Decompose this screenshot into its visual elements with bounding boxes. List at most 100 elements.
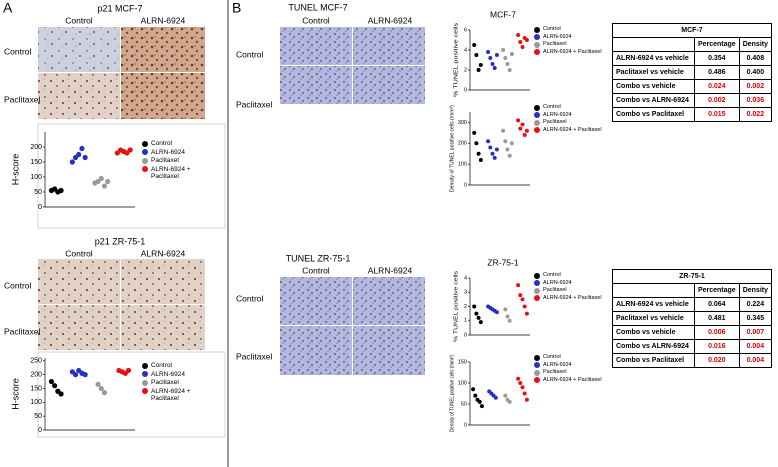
data-point bbox=[505, 147, 510, 152]
y-axis-label: H-score bbox=[10, 378, 20, 410]
y-tick-label: 0 bbox=[464, 422, 467, 428]
legend-label: Paclitaxel bbox=[543, 119, 567, 125]
y-tick-label: 4 bbox=[464, 47, 467, 53]
data-point bbox=[101, 183, 108, 189]
legend-label: ALRN-6924 + Paclitaxel bbox=[543, 294, 602, 301]
p-value: 0.224 bbox=[738, 297, 773, 312]
p-value: 0.007 bbox=[738, 325, 773, 340]
data-point bbox=[474, 53, 479, 57]
legend-item: ALRN-6924 + Paclitaxel bbox=[534, 294, 610, 301]
data-point bbox=[98, 385, 104, 392]
data-point bbox=[478, 157, 483, 162]
legend: Control ALRN-6924 Paclitaxel ALRN-6924 + Pa… bbox=[534, 104, 610, 134]
legend-item: Control bbox=[142, 362, 218, 370]
legend-swatch bbox=[534, 354, 540, 361]
section-title: p21 MCF-7 bbox=[97, 3, 142, 13]
table-title-row: MCF-7 bbox=[612, 23, 772, 38]
p-value: 0.400 bbox=[738, 65, 773, 80]
micrograph bbox=[353, 326, 425, 375]
legend-item: Paclitaxel bbox=[534, 287, 610, 294]
legend-label: ALRN-6924 + Paclitaxel bbox=[543, 376, 602, 383]
p-value: 0.004 bbox=[738, 339, 773, 354]
data-point bbox=[507, 399, 512, 404]
micrograph bbox=[38, 305, 120, 350]
header-cell bbox=[612, 283, 695, 298]
legend-swatch bbox=[534, 127, 540, 133]
data-point bbox=[507, 153, 512, 158]
legend-swatch bbox=[142, 362, 148, 369]
legend-swatch bbox=[534, 295, 540, 301]
y-tick-label: 100 bbox=[30, 174, 42, 181]
y-tick-label: 150 bbox=[30, 159, 42, 166]
legend-item: ALRN-6924 bbox=[534, 280, 610, 286]
data-point bbox=[494, 310, 499, 315]
y-tick-label: 3 bbox=[464, 290, 467, 296]
y-tick-label: 0 bbox=[464, 182, 467, 188]
y-tick-label: 0 bbox=[464, 87, 467, 93]
micrograph bbox=[121, 27, 205, 72]
row-label: Control bbox=[236, 49, 264, 59]
legend-swatch bbox=[534, 272, 540, 279]
header-cell bbox=[612, 37, 695, 52]
legend-swatch bbox=[534, 26, 540, 33]
data-point bbox=[505, 314, 510, 319]
data-point bbox=[477, 399, 482, 404]
legend-label: ALRN-6924 + Paclitaxel bbox=[151, 387, 191, 403]
data-point bbox=[58, 391, 64, 397]
row-label: Control bbox=[236, 293, 264, 303]
y-tick-label: 2 bbox=[464, 67, 467, 73]
table-row: Combo vs vehicle 0.006 0.007 bbox=[612, 325, 773, 340]
column-label: ALRN-6924 bbox=[368, 15, 413, 25]
y-tick-label: 0 bbox=[464, 332, 467, 338]
table-row: ALRN-6924 vs vehicle 0.354 0.408 bbox=[612, 51, 773, 66]
data-point bbox=[522, 391, 527, 396]
chart-frame bbox=[37, 123, 226, 229]
data-point bbox=[95, 381, 101, 387]
section-title: TUNEL MCF-7 bbox=[288, 2, 347, 12]
data-point bbox=[518, 126, 523, 131]
table-row: Paclitaxel vs vehicle 0.481 0.345 bbox=[612, 311, 773, 326]
data-point bbox=[471, 387, 476, 392]
data-point bbox=[72, 372, 79, 378]
data-point bbox=[509, 52, 514, 56]
legend: Control ALRN-6924 Paclitaxel ALRN-6924 + Pa… bbox=[534, 26, 610, 56]
y-axis-label: Density of TUNEL positive cells (/mm²) bbox=[449, 105, 455, 192]
legend-item: ALRN-6924 bbox=[534, 112, 610, 118]
data-point bbox=[476, 151, 481, 156]
data-point bbox=[52, 383, 58, 389]
legend-label: Paclitaxel bbox=[543, 41, 567, 47]
p-value: 0.481 bbox=[693, 311, 740, 326]
y-tick-label: 200 bbox=[458, 141, 467, 147]
legend-label: ALRN-6924 bbox=[151, 148, 185, 156]
data-point bbox=[501, 128, 506, 133]
data-point bbox=[505, 62, 510, 66]
row-label: Control bbox=[4, 280, 32, 290]
legend-label: ALRN-6924 bbox=[543, 361, 572, 368]
data-point bbox=[524, 397, 529, 402]
legend-item: Paclitaxel bbox=[142, 157, 218, 165]
data-point bbox=[473, 393, 478, 398]
y-tick-label: 50 bbox=[34, 413, 42, 420]
legend-label: Control bbox=[543, 272, 561, 278]
row-label: Combo vs ALRN-6924 bbox=[612, 93, 695, 108]
legend-label: Paclitaxel bbox=[543, 287, 567, 293]
data-point bbox=[507, 318, 512, 323]
data-point bbox=[82, 154, 88, 161]
p-value: 0.024 bbox=[693, 79, 740, 94]
legend-item: ALRN-6924 + Paclitaxel bbox=[142, 166, 218, 181]
column-label: Control bbox=[65, 15, 93, 25]
row-label: ALRN-6924 vs vehicle bbox=[612, 297, 695, 312]
legend-label: ALRN-6924 + Paclitaxel bbox=[543, 126, 602, 133]
data-point bbox=[520, 45, 525, 49]
data-point bbox=[127, 147, 133, 153]
data-point bbox=[472, 130, 477, 135]
data-point bbox=[488, 145, 493, 150]
legend: Control ALRN-6924 Paclitaxel ALRN-6924 + Pa… bbox=[534, 354, 610, 384]
data-point bbox=[69, 159, 75, 165]
row-label: Paclitaxel bbox=[4, 94, 40, 104]
data-point bbox=[478, 63, 483, 67]
y-tick-label: 100 bbox=[458, 162, 467, 168]
row-label: Combo vs vehicle bbox=[612, 79, 695, 94]
y-axis-label: Density of TUNEL positive cells (/mm²) bbox=[449, 355, 455, 432]
legend-label: Control bbox=[151, 362, 172, 369]
